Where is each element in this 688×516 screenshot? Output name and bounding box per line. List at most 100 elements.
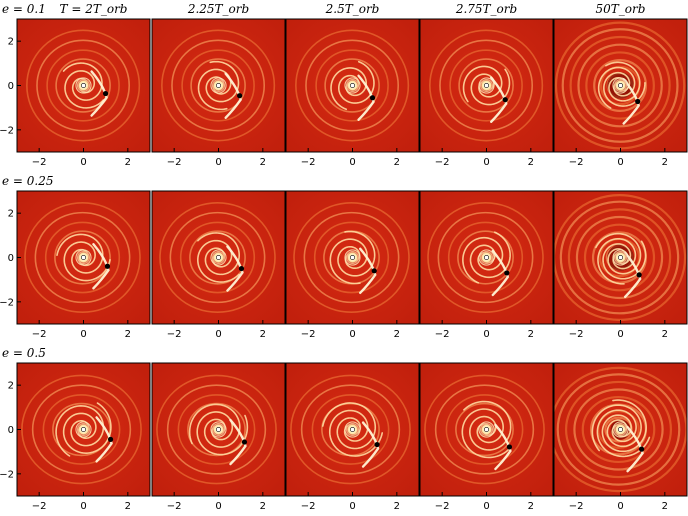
panel-r2-c3: −2 0 2 — [285, 190, 420, 340]
density-ring — [457, 230, 514, 285]
x-tick-label: −2 — [435, 329, 450, 340]
y-tick-label: 0 — [8, 81, 14, 92]
companion-wake — [90, 70, 108, 117]
density-ring — [42, 394, 121, 465]
primary-marker — [349, 255, 355, 261]
density-ring — [189, 230, 246, 285]
density-ring — [437, 211, 534, 304]
primary-marker — [349, 83, 355, 89]
x-tick-label: 0 — [617, 329, 623, 340]
companion-marker — [107, 436, 114, 442]
density-ring — [324, 58, 380, 113]
density-ring — [54, 230, 111, 285]
companion-wake — [494, 423, 512, 471]
y-tick-label: 2 — [8, 37, 14, 48]
inner-ring — [478, 249, 495, 266]
density-ring — [159, 201, 276, 314]
companion-marker — [506, 444, 513, 450]
density-ring — [427, 201, 544, 314]
density-ring — [439, 39, 534, 132]
x-tick-label: 0 — [483, 157, 489, 168]
density-ring — [295, 29, 410, 142]
x-tick-label: 2 — [662, 329, 668, 340]
panel-r1-c2: −2 0 2 — [151, 18, 286, 168]
y-tick-label: −2 — [0, 297, 14, 308]
x-tick-label: 0 — [80, 329, 86, 340]
companion-wake — [229, 418, 247, 466]
x-tick-label: 2 — [662, 157, 668, 168]
x-tick-label: 2 — [125, 329, 131, 340]
density-ring — [190, 58, 246, 113]
x-tick-label: 0 — [349, 501, 355, 512]
density-ring — [36, 39, 131, 132]
y-tick-label: 2 — [8, 209, 14, 220]
density-ring — [293, 201, 410, 314]
panel-r1-c5: −2 0 2 — [553, 18, 688, 168]
y-tick-label: 0 — [8, 253, 14, 264]
density-ring — [593, 59, 648, 112]
x-tick-label: −2 — [435, 157, 450, 168]
companion-marker — [635, 98, 641, 105]
companion-wake — [92, 243, 110, 290]
x-tick-label: 2 — [260, 157, 266, 168]
inner-ring — [210, 77, 227, 94]
density-ring — [315, 49, 389, 122]
primary-marker — [483, 426, 489, 432]
companion-marker — [369, 95, 376, 101]
density-ring — [313, 221, 390, 294]
panel-r3-c2: −2 0 2 — [151, 362, 286, 512]
inner-ring — [344, 249, 361, 266]
density-ring — [290, 374, 411, 485]
y-tick-label: 2 — [8, 381, 14, 392]
panel-r2-c2: −2 0 2 — [151, 190, 286, 340]
x-tick-label: 2 — [125, 501, 131, 512]
primary-marker — [617, 255, 623, 261]
density-ring — [156, 374, 277, 485]
x-tick-label: −2 — [301, 329, 316, 340]
x-tick-label: −2 — [32, 157, 47, 168]
column-label-4: 2.75T_orb — [455, 2, 517, 16]
density-ring — [26, 29, 141, 142]
x-tick-label: 2 — [528, 157, 534, 168]
density-ring — [556, 373, 681, 486]
x-tick-label: −2 — [32, 329, 47, 340]
inner-ring — [210, 421, 227, 438]
companion-wake — [626, 425, 644, 473]
companion-wake — [490, 76, 508, 123]
column-label-5: 50T_orb — [596, 2, 646, 16]
density-ring — [455, 402, 514, 457]
primary-marker — [216, 83, 222, 89]
panel-r2-c5: −2 0 2 — [553, 190, 688, 340]
density-ring — [187, 402, 246, 457]
density-ring — [575, 215, 664, 300]
companion-wake — [491, 249, 510, 297]
density-ring — [424, 374, 545, 485]
x-tick-label: 0 — [80, 501, 86, 512]
y-tick-label: −2 — [0, 469, 14, 480]
inner-ring — [344, 421, 361, 438]
density-ring — [177, 394, 256, 465]
panel-r1-c4: −2 0 2 — [419, 18, 554, 168]
companion-wake — [359, 247, 377, 295]
x-tick-label: −2 — [435, 501, 450, 512]
x-tick-label: 2 — [528, 329, 534, 340]
density-ring — [169, 211, 266, 304]
primary-marker — [81, 255, 87, 261]
x-tick-label: −2 — [167, 157, 182, 168]
companion-marker — [374, 441, 380, 448]
density-ring — [46, 49, 120, 122]
companion-marker — [237, 93, 243, 99]
x-tick-label: 0 — [617, 157, 623, 168]
primary-marker — [483, 255, 489, 261]
density-ring — [21, 374, 142, 485]
companion-marker — [104, 263, 111, 269]
density-ring — [585, 51, 655, 120]
density-ring — [34, 211, 131, 304]
x-tick-label: −2 — [167, 329, 182, 340]
density-ring — [564, 380, 673, 479]
companion-marker — [102, 90, 109, 97]
row-label-1: e = 0.1 — [2, 2, 46, 16]
companion-wake — [357, 74, 375, 121]
density-ring — [581, 395, 656, 464]
density-ring — [161, 29, 276, 142]
